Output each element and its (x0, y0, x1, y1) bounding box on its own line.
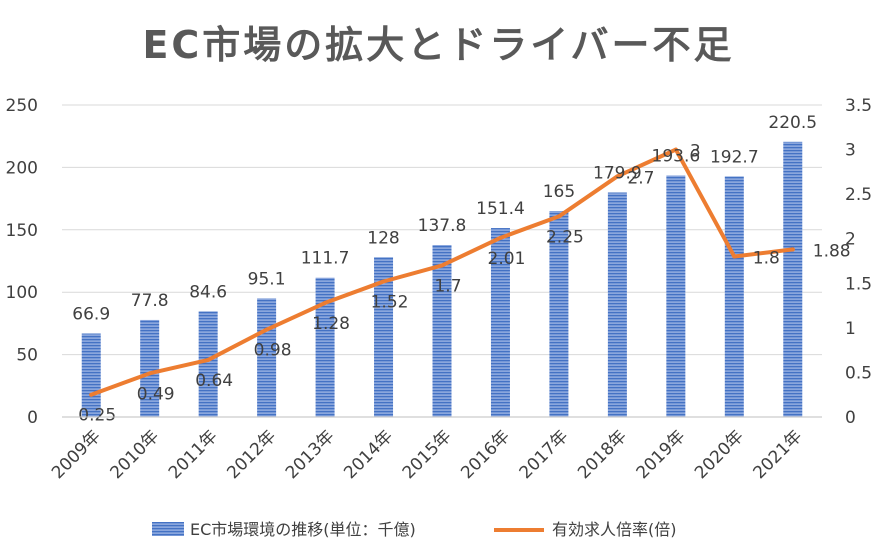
x-tick-label: 2017年 (516, 426, 573, 483)
y-left-tick-label: 50 (16, 346, 38, 366)
bar-value-label: 192.7 (710, 148, 759, 168)
bar-value-label: 151.4 (476, 199, 525, 219)
bar (783, 141, 803, 418)
bar-value-label: 128 (367, 228, 399, 248)
y-right-tick-label: 3 (845, 141, 856, 161)
bar (81, 333, 101, 417)
line-value-label: 3 (690, 142, 701, 162)
bar (374, 257, 394, 417)
line-value-label: 0.25 (78, 406, 116, 426)
x-tick-label: 2020年 (691, 426, 748, 483)
line-point (556, 214, 561, 219)
legend-bar-swatch (152, 522, 184, 536)
line-point (615, 174, 620, 179)
line-value-label: 2.01 (488, 249, 526, 269)
line-point (147, 371, 152, 376)
line-point (323, 300, 328, 305)
y-right-tick-label: 0 (845, 408, 856, 428)
x-tick-label: 2010年 (106, 426, 163, 483)
bar-value-label: 111.7 (301, 249, 350, 269)
y-right-tick-label: 0.5 (845, 363, 872, 383)
x-tick-label: 2009年 (48, 426, 105, 483)
bar-value-label: 165 (543, 182, 575, 202)
line-value-label: 1.7 (434, 276, 461, 296)
x-tick-label: 2016年 (457, 426, 514, 483)
line-series (89, 147, 795, 397)
bar (549, 211, 569, 417)
bar-value-label: 84.6 (189, 282, 227, 302)
x-tick-label: 2014年 (340, 426, 397, 483)
legend-bar-label: EC市場環境の推移(単位：千億) (190, 520, 416, 539)
line-point (440, 263, 444, 268)
line-point (89, 392, 94, 397)
bar (724, 176, 744, 417)
y-left-tick-label: 150 (6, 221, 38, 241)
line-point (381, 279, 386, 284)
line-value-label: 0.64 (195, 371, 233, 391)
x-tick-label: 2015年 (399, 426, 456, 483)
line-value-label: 1.52 (371, 293, 409, 313)
x-tick-label: 2021年 (750, 426, 807, 483)
line-point (732, 254, 737, 259)
line-value-label: 0.49 (137, 384, 175, 404)
bar-value-label: 220.5 (768, 113, 817, 133)
y-left-tick-label: 100 (6, 283, 38, 303)
x-tick-label: 2011年 (165, 426, 222, 483)
bar-value-label: 137.8 (418, 216, 467, 236)
y-right-tick-label: 3.5 (845, 96, 872, 116)
y-right-tick-label: 1 (845, 319, 856, 339)
y-right-tick-label: 2 (845, 230, 856, 250)
x-tick-label: 2018年 (574, 426, 631, 483)
bar-value-label: 95.1 (248, 269, 286, 289)
y-right-tick-label: 2.5 (845, 185, 872, 205)
bar-value-label: 66.9 (72, 305, 110, 325)
legend: EC市場環境の推移(単位：千億) 有効求人倍率(倍) (152, 520, 677, 539)
line-point (673, 147, 678, 152)
bar (140, 319, 160, 417)
line-point (498, 235, 503, 240)
line-value-label: 1.88 (813, 241, 851, 261)
y-left-tick-label: 200 (6, 158, 38, 178)
bar-value-label: 77.8 (131, 291, 169, 311)
chart-title: EC市場の拡大とドライバー不足 (142, 23, 735, 67)
bar-value-label: 179.9 (593, 163, 642, 183)
legend-line-label: 有効求人倍率(倍) (552, 520, 677, 539)
line-value-label: 2.25 (546, 227, 584, 247)
x-tick-label: 2019年 (633, 426, 690, 483)
data-labels: 66.9 77.8 84.6 95.1 111.7 128 137.8 151.4 165 179… (72, 113, 850, 426)
line-value-label: 1.8 (753, 249, 780, 269)
bar (432, 245, 452, 417)
y-left-tick-label: 0 (27, 408, 38, 428)
line-point (264, 327, 269, 332)
y-left-tick-label: 250 (6, 96, 38, 116)
bar (198, 311, 218, 417)
line-value-label: 0.98 (254, 341, 292, 361)
bar-value-label: 193.6 (652, 146, 701, 166)
x-tick-label: 2012年 (223, 426, 280, 483)
y-right-tick-label: 1.5 (845, 274, 872, 294)
line-point (206, 357, 211, 362)
bar (666, 175, 686, 417)
bar-series (81, 141, 803, 418)
bar (315, 277, 335, 417)
bar (490, 228, 510, 417)
line-value-label: 1.28 (312, 314, 350, 334)
line-point (790, 247, 795, 252)
line-value-label: 2.7 (627, 168, 654, 188)
bar (607, 192, 627, 417)
x-tick-label: 2013年 (282, 426, 339, 483)
